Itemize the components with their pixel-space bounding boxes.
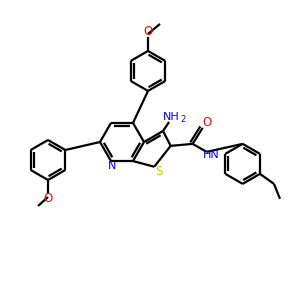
Text: HN: HN bbox=[203, 150, 220, 160]
Text: O: O bbox=[44, 193, 52, 206]
Text: N: N bbox=[108, 161, 116, 171]
Text: S: S bbox=[156, 165, 163, 178]
Text: O: O bbox=[143, 26, 153, 38]
Text: NH: NH bbox=[163, 112, 179, 122]
Text: 2: 2 bbox=[180, 115, 186, 124]
Text: O: O bbox=[202, 116, 211, 129]
